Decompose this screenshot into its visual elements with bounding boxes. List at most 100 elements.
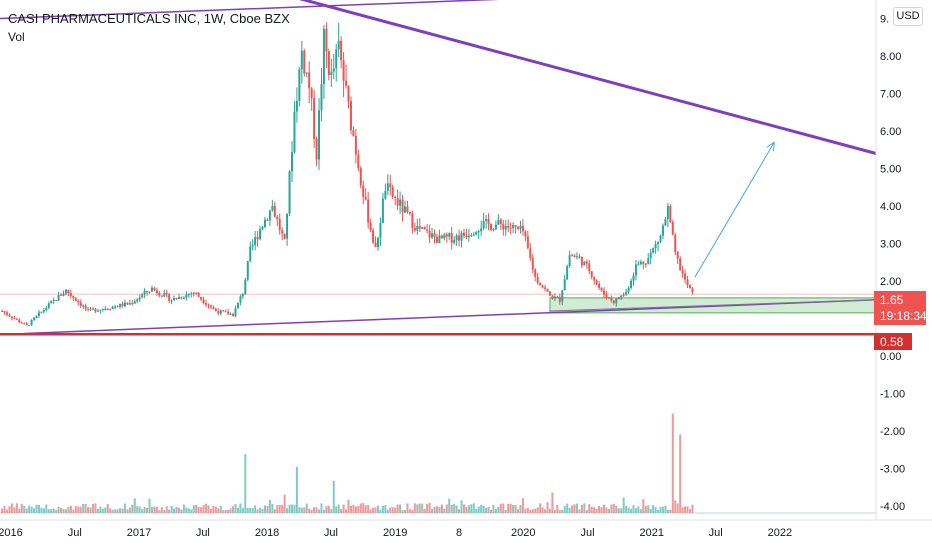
candle-body bbox=[426, 229, 429, 231]
candle-body bbox=[92, 308, 95, 310]
currency-button[interactable]: USD bbox=[893, 7, 923, 26]
volume-bar bbox=[354, 506, 357, 513]
time-tick-label: 2022 bbox=[768, 527, 792, 539]
candle-body bbox=[563, 279, 566, 291]
volume-bar bbox=[50, 509, 53, 513]
candle-body bbox=[192, 292, 195, 294]
candle-body bbox=[379, 222, 382, 238]
volume-bar bbox=[480, 504, 483, 513]
candle-body bbox=[60, 294, 63, 296]
volume-bar bbox=[517, 509, 520, 513]
candle-body bbox=[342, 60, 345, 81]
price-tick-label: 8.00 bbox=[880, 51, 901, 63]
volume-bar bbox=[202, 505, 205, 513]
candle-body bbox=[330, 71, 333, 75]
volume-bar bbox=[450, 504, 453, 513]
volume-bar bbox=[173, 508, 176, 513]
volume-bar bbox=[443, 508, 446, 513]
volume-bar bbox=[337, 504, 340, 513]
price-tick-label: -2.00 bbox=[880, 426, 905, 438]
candle-body bbox=[571, 255, 574, 257]
candle-body bbox=[89, 308, 92, 310]
volume-bar bbox=[521, 498, 524, 513]
candle-body bbox=[445, 234, 448, 237]
candle-body bbox=[440, 235, 443, 239]
volume-bar bbox=[200, 507, 203, 513]
candle-body bbox=[354, 135, 357, 155]
volume-bar bbox=[224, 510, 227, 513]
candle-body bbox=[374, 242, 377, 248]
volume-bar bbox=[249, 507, 252, 513]
candle-body bbox=[637, 264, 640, 266]
volume-bar bbox=[138, 506, 141, 513]
volume-bar bbox=[111, 509, 114, 513]
candle-body bbox=[173, 297, 176, 301]
volume-bar bbox=[168, 509, 171, 513]
candle-body bbox=[588, 263, 591, 272]
candle-body bbox=[185, 294, 188, 298]
volume-bar bbox=[3, 506, 6, 513]
candle-body bbox=[126, 302, 129, 305]
candle-body bbox=[79, 302, 82, 306]
volume-bar bbox=[502, 503, 505, 513]
volume-bar bbox=[47, 509, 50, 513]
candle-body bbox=[485, 219, 488, 221]
volume-bar bbox=[362, 502, 365, 513]
candle-body bbox=[6, 312, 9, 315]
candle-body bbox=[87, 308, 90, 310]
volume-bar bbox=[465, 506, 468, 513]
time-tick-label: 2020 bbox=[511, 527, 535, 539]
volume-bar bbox=[291, 504, 293, 513]
volume-bar bbox=[384, 505, 387, 513]
volume-bar bbox=[239, 503, 242, 513]
volume-bar bbox=[23, 505, 26, 513]
volume-bar bbox=[15, 503, 18, 513]
candle-body bbox=[578, 256, 581, 258]
candle-body bbox=[529, 248, 532, 259]
candle-body bbox=[553, 296, 556, 299]
candle-body bbox=[367, 199, 370, 223]
candle-body bbox=[244, 279, 247, 294]
candle-body bbox=[372, 230, 375, 243]
price-labels: 1.65 19:18:34 0.58 bbox=[874, 291, 927, 350]
candle-body bbox=[239, 296, 242, 303]
candle-body bbox=[462, 232, 465, 236]
candle-body bbox=[187, 294, 190, 296]
volume-bar bbox=[318, 509, 321, 513]
volume-label[interactable]: Vol bbox=[8, 30, 25, 44]
candle-body bbox=[40, 311, 43, 313]
candle-body bbox=[644, 263, 647, 265]
candle-body bbox=[20, 322, 23, 324]
candle-body bbox=[674, 234, 677, 253]
time-tick-label: 2018 bbox=[255, 527, 279, 539]
candle-body bbox=[475, 232, 478, 235]
candle-body bbox=[622, 294, 625, 296]
volume-bar bbox=[391, 507, 394, 513]
candle-body bbox=[180, 297, 183, 299]
candle-body bbox=[610, 297, 613, 301]
candle-body bbox=[254, 237, 257, 245]
volume-bar bbox=[566, 503, 569, 513]
volume-bar bbox=[96, 508, 99, 513]
candle-body bbox=[502, 223, 505, 230]
candle-body bbox=[411, 213, 414, 228]
candle-body bbox=[18, 319, 21, 323]
candle-body bbox=[531, 258, 534, 270]
candle-body bbox=[217, 311, 220, 314]
candle-body bbox=[55, 299, 58, 301]
volume-bar bbox=[33, 508, 36, 513]
drawings[interactable] bbox=[0, 0, 877, 336]
support-level-label: 0.58 bbox=[880, 335, 904, 349]
candle-body bbox=[33, 317, 36, 320]
candle-body bbox=[556, 296, 559, 298]
symbol-title[interactable]: CASI PHARMACEUTICALS INC, 1W, Cboe BZX bbox=[8, 11, 290, 26]
volume-bar bbox=[131, 504, 134, 513]
candle-body bbox=[300, 50, 303, 70]
volume-bar bbox=[55, 510, 58, 513]
candle-body bbox=[160, 295, 163, 297]
price-tick-label: -4.00 bbox=[880, 501, 905, 513]
candle-body bbox=[612, 300, 615, 304]
